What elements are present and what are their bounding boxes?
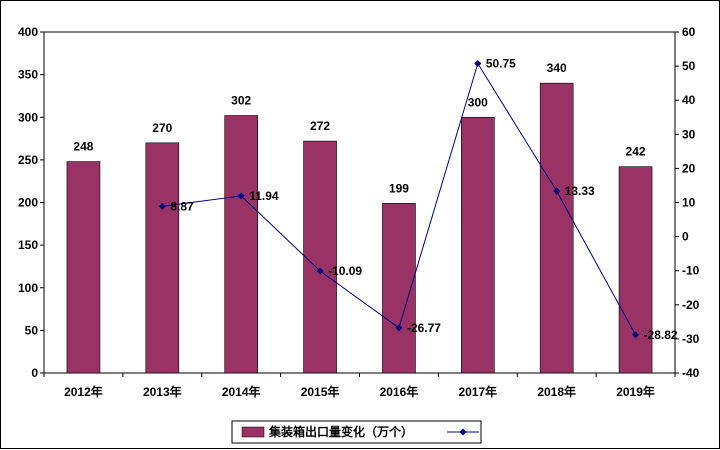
- bar: [382, 203, 416, 374]
- line-data-label: -10.09: [328, 264, 362, 278]
- bar-data-label: 302: [231, 94, 251, 108]
- y-left-tick-label: 50: [25, 323, 39, 337]
- y-left-tick-label: 250: [18, 153, 38, 167]
- y-right-tick-label: -30: [682, 332, 700, 346]
- bar-data-label: 270: [152, 121, 172, 135]
- x-tick-label: 2018年: [537, 384, 576, 399]
- y-right-tick-label: -40: [682, 366, 700, 380]
- axes-layer: 0 50 100 150 200 250 300 350 400 -40 -30 -20 -10 0 10 2…: [18, 25, 700, 399]
- y-left-tick-label: 350: [18, 68, 38, 82]
- bar: [224, 115, 258, 374]
- bar: [145, 142, 180, 374]
- line-point: [316, 267, 324, 275]
- y-right-tick-label: 40: [682, 93, 696, 107]
- line-data-label: -28.82: [644, 328, 678, 342]
- y-right-tick-label: 50: [682, 59, 696, 73]
- line-data-label: -26.77: [407, 321, 441, 335]
- y-right-tick-label: 60: [682, 25, 696, 39]
- x-tick-label: 2014年: [222, 384, 261, 399]
- y-left-tick-label: 100: [18, 281, 38, 295]
- bar-data-label: 199: [389, 181, 409, 195]
- y-right-tick-label: 30: [682, 127, 696, 141]
- line-point: [237, 192, 245, 200]
- bar-data-label: 242: [626, 145, 646, 159]
- line-point: [158, 202, 166, 210]
- line-data-label: 50.75: [486, 57, 516, 71]
- bar: [461, 116, 495, 374]
- bar-data-label: 340: [547, 61, 567, 75]
- line-layer: [158, 60, 640, 339]
- y-left-tick-label: 300: [18, 110, 38, 124]
- line-point: [632, 331, 640, 339]
- x-tick-label: 2012年: [64, 384, 103, 399]
- line-data-label: 8.87: [170, 199, 194, 213]
- x-tick-label: 2016年: [380, 384, 419, 399]
- x-tick-label: 2019年: [616, 384, 655, 399]
- bar: [303, 140, 337, 374]
- legend-bar-swatch: [241, 426, 265, 438]
- line-point: [553, 187, 561, 195]
- y-right-tick-label: 20: [682, 161, 696, 175]
- y-left-tick-label: 400: [18, 25, 38, 39]
- line-point: [474, 60, 482, 68]
- bar: [539, 82, 574, 374]
- line-point: [395, 324, 403, 332]
- x-tick-label: 2015年: [301, 384, 340, 399]
- labels-layer: 248 270 302 272 199 300 340 242 8.87 11.94 -10.09 -…: [73, 57, 677, 342]
- legend-line-marker: [459, 428, 467, 436]
- bar-data-label: 300: [468, 95, 488, 109]
- legend-box: [231, 420, 482, 444]
- y-right-tick-label: -10: [682, 264, 700, 278]
- x-tick-label: 2017年: [458, 384, 497, 399]
- y-left-tick-label: 150: [18, 238, 38, 252]
- line-data-label: 11.94: [249, 189, 279, 203]
- x-tick-label: 2013年: [143, 384, 182, 399]
- bar: [66, 161, 101, 374]
- bar-data-label: 248: [73, 140, 93, 154]
- y-right-tick-label: 0: [682, 230, 689, 244]
- y-right-tick-label: -20: [682, 298, 700, 312]
- bars-layer: [66, 82, 653, 374]
- y-left-tick-label: 0: [31, 366, 38, 380]
- bar-data-label: 272: [310, 119, 330, 133]
- legend-bar-label: 集装箱出口量变化（万个）: [268, 424, 413, 439]
- y-right-tick-label: 10: [682, 196, 696, 210]
- line-data-label: 13.33: [565, 184, 595, 198]
- y-left-tick-label: 200: [18, 196, 38, 210]
- bar: [618, 166, 653, 374]
- legend: 集装箱出口量变化（万个）: [231, 420, 482, 444]
